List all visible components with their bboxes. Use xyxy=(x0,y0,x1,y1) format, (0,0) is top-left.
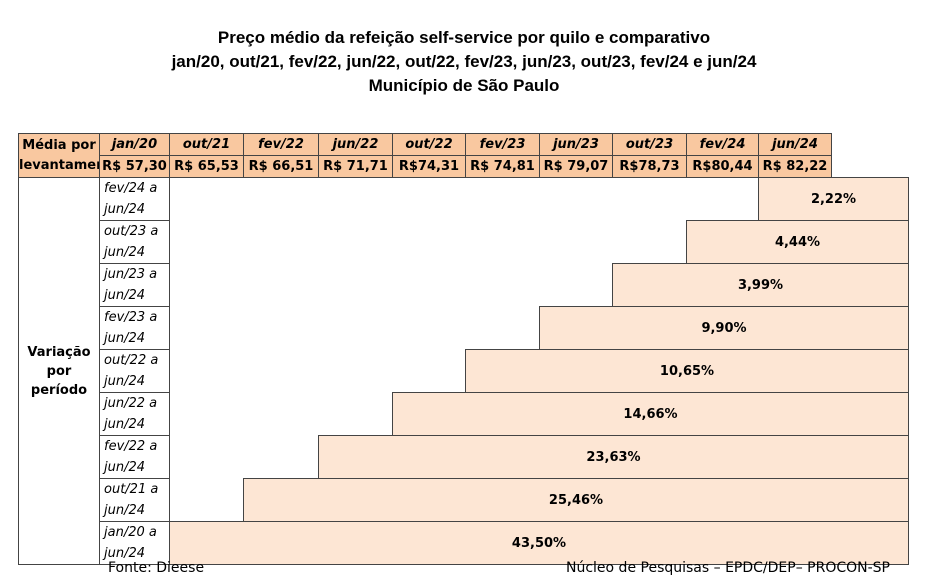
period-row: fev/23 a jun/24 9,90% xyxy=(19,306,909,350)
period-row: jun/23 a jun/24 3,99% xyxy=(19,263,909,307)
period-row: Variação por período fev/24 a jun/24 2,22% xyxy=(18,177,909,565)
period-label: jun/23 a jun/24 xyxy=(99,263,170,307)
empty-cell xyxy=(169,435,319,479)
empty-cell xyxy=(169,263,613,307)
period-label: fev/22 a jun/24 xyxy=(99,435,170,479)
variation-value: 4,44% xyxy=(686,220,909,264)
month-header-1: out/21 xyxy=(169,133,244,156)
month-header-0: jan/20 xyxy=(99,133,170,156)
price-comparison-table: Média por levantamento³ jan/20out/21fev/… xyxy=(18,133,909,565)
period-row: jun/22 a jun/24 14,66% xyxy=(19,392,909,436)
month-header-7: out/23 xyxy=(612,133,687,156)
price-cell-9: R$ 82,22 xyxy=(758,155,832,178)
price-cell-7: R$78,73 xyxy=(612,155,687,178)
empty-cell xyxy=(169,478,244,522)
month-header-6: jun/23 xyxy=(539,133,613,156)
period-row: out/21 a jun/24 25,46% xyxy=(19,478,909,522)
title-line-2: jan/20, out/21, fev/22, jun/22, out/22, … xyxy=(171,52,757,71)
price-row: R$ 57,30 R$ 65,53 R$ 66,51 R$ 71,71 R$74,31 R… xyxy=(19,155,909,178)
period-label: jun/22 a jun/24 xyxy=(99,392,170,436)
variation-value: 25,46% xyxy=(243,478,909,522)
empty-cell xyxy=(169,349,466,393)
corner-label-line-2: levantamento³ xyxy=(19,157,99,173)
period-label: fev/23 a jun/24 xyxy=(99,306,170,350)
source-note: Fonte: Dieese xyxy=(108,560,205,576)
empty-cell xyxy=(169,392,393,436)
variation-side-label: Variação por período xyxy=(18,177,100,565)
variation-value: 10,65% xyxy=(465,349,909,393)
title-line-3: Município de São Paulo xyxy=(368,76,560,95)
period-label: out/22 a jun/24 xyxy=(99,349,170,393)
empty-cell xyxy=(169,220,687,264)
month-header-4: out/22 xyxy=(392,133,466,156)
month-header-9: jun/24 xyxy=(758,133,832,156)
month-header-2: fev/22 xyxy=(243,133,319,156)
title-line-1: Preço médio da refeição self-service por… xyxy=(217,28,711,47)
price-cell-3: R$ 71,71 xyxy=(318,155,393,178)
corner-label: Média por levantamento³ xyxy=(18,133,100,178)
price-cell-0: R$ 57,30 xyxy=(99,155,170,178)
empty-cell xyxy=(169,177,759,221)
period-row: fev/22 a jun/24 23,63% xyxy=(19,435,909,479)
price-cell-4: R$74,31 xyxy=(392,155,466,178)
variation-value: 43,50% xyxy=(169,521,909,565)
price-cell-1: R$ 65,53 xyxy=(169,155,244,178)
period-row: jan/20 a jun/24 43,50% xyxy=(19,521,909,565)
credit-note: Núcleo de Pesquisas – EPDC/DEP– PROCON-S… xyxy=(566,560,890,576)
price-cell-8: R$80,44 xyxy=(686,155,759,178)
period-row: out/23 a jun/24 4,44% xyxy=(19,220,909,264)
period-label: out/21 a jun/24 xyxy=(99,478,170,522)
empty-cell xyxy=(169,306,540,350)
price-cell-6: R$ 79,07 xyxy=(539,155,613,178)
corner-label-line-1: Média por xyxy=(22,137,96,153)
period-label: fev/24 a jun/24 xyxy=(99,177,170,221)
variation-value: 14,66% xyxy=(392,392,909,436)
month-header-3: jun/22 xyxy=(318,133,393,156)
variation-value: 23,63% xyxy=(318,435,909,479)
price-cell-2: R$ 66,51 xyxy=(243,155,319,178)
variation-value: 9,90% xyxy=(539,306,909,350)
period-label: jan/20 a jun/24 xyxy=(99,521,170,565)
variation-value: 3,99% xyxy=(612,263,909,307)
variation-value: 2,22% xyxy=(758,177,909,221)
price-cell-5: R$ 74,81 xyxy=(465,155,540,178)
month-header-5: fev/23 xyxy=(465,133,540,156)
month-header-row: Média por levantamento³ jan/20out/21fev/… xyxy=(18,133,909,178)
period-row: out/22 a jun/24 10,65% xyxy=(19,349,909,393)
month-header-8: fev/24 xyxy=(686,133,759,156)
period-label: out/23 a jun/24 xyxy=(99,220,170,264)
title-block: Preço médio da refeição self-service por… xyxy=(0,26,928,98)
